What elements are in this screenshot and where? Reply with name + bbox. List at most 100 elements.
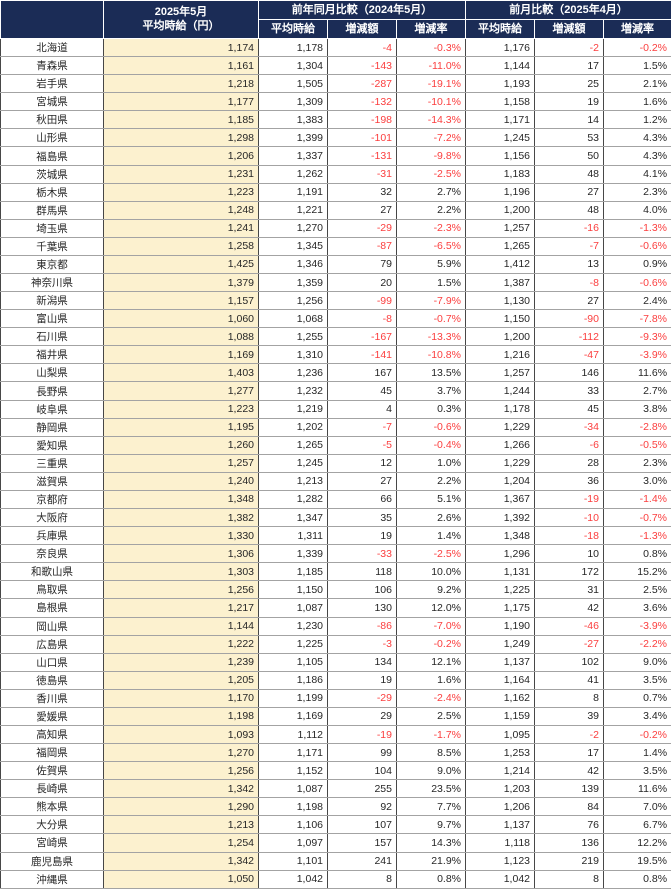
table-row: 鳥取県 1,256 1,150 106 9.2% 1,225 31 2.5% bbox=[0, 580, 671, 600]
cell-yoy_wage: 1,213 bbox=[258, 472, 328, 491]
cell-mom_rate: 4.3% bbox=[602, 128, 671, 148]
cell-mom_diff: 8 bbox=[534, 689, 604, 708]
cell-wage: 1,206 bbox=[103, 146, 259, 166]
cell-mom_rate: 11.6% bbox=[602, 363, 671, 383]
cell-mom_wage: 1,042 bbox=[465, 870, 535, 889]
cell-wage: 1,306 bbox=[103, 544, 259, 564]
cell-wage: 1,342 bbox=[103, 852, 259, 871]
cell-mom_wage: 1,392 bbox=[465, 508, 535, 528]
cell-yoy_wage: 1,105 bbox=[258, 653, 328, 672]
cell-yoy_rate: -10.1% bbox=[396, 92, 466, 112]
cell-yoy_wage: 1,097 bbox=[258, 833, 328, 853]
cell-mom_diff: 136 bbox=[534, 833, 604, 853]
cell-mom_wage: 1,183 bbox=[465, 165, 535, 184]
table-row: 岐阜県 1,223 1,219 4 0.3% 1,178 45 3.8% bbox=[0, 400, 671, 419]
cell-yoy_diff: -29 bbox=[327, 219, 397, 238]
cell-yoy_rate: 2.6% bbox=[396, 508, 466, 528]
cell-mom_wage: 1,137 bbox=[465, 815, 535, 835]
cell-yoy_wage: 1,304 bbox=[258, 56, 328, 76]
current-wage-header: 2025年5月 平均時給（円） bbox=[103, 0, 259, 39]
cell-pref: 静岡県 bbox=[0, 418, 104, 437]
cell-wage: 1,270 bbox=[103, 743, 259, 763]
cell-yoy_diff: -4 bbox=[327, 38, 397, 58]
table-row: 高知県 1,093 1,112 -19 -1.7% 1,095 -2 -0.2% bbox=[0, 725, 671, 745]
cell-mom_rate: 1.2% bbox=[602, 110, 671, 130]
cell-yoy_rate: 10.0% bbox=[396, 562, 466, 582]
cell-wage: 1,330 bbox=[103, 526, 259, 546]
table-row: 佐賀県 1,256 1,152 104 9.0% 1,214 42 3.5% bbox=[0, 761, 671, 781]
table-row: 福井県 1,169 1,310 -141 -10.8% 1,216 -47 -3.9% bbox=[0, 345, 671, 365]
cell-pref: 高知県 bbox=[0, 725, 104, 745]
cell-pref: 鳥取県 bbox=[0, 580, 104, 600]
cell-pref: 福島県 bbox=[0, 146, 104, 166]
cell-yoy_diff: 104 bbox=[327, 761, 397, 781]
cell-wage: 1,348 bbox=[103, 490, 259, 510]
cell-yoy_wage: 1,191 bbox=[258, 183, 328, 202]
cell-wage: 1,222 bbox=[103, 635, 259, 654]
cell-yoy_diff: -3 bbox=[327, 635, 397, 654]
cell-mom_wage: 1,118 bbox=[465, 833, 535, 853]
cell-mom_wage: 1,159 bbox=[465, 707, 535, 726]
table-row: 長崎県 1,342 1,087 255 23.5% 1,203 139 11.6% bbox=[0, 779, 671, 799]
cell-wage: 1,403 bbox=[103, 363, 259, 383]
cell-yoy_wage: 1,245 bbox=[258, 454, 328, 473]
cell-mom_rate: -1.4% bbox=[602, 490, 671, 510]
cell-mom_diff: -27 bbox=[534, 635, 604, 654]
table-row: 山梨県 1,403 1,236 167 13.5% 1,257 146 11.6% bbox=[0, 363, 671, 383]
cell-mom_wage: 1,229 bbox=[465, 418, 535, 437]
current-wage-header-line2: 平均時給（円） bbox=[142, 19, 220, 32]
cell-mom_diff: 36 bbox=[534, 472, 604, 491]
table-row: 徳島県 1,205 1,186 19 1.6% 1,164 41 3.5% bbox=[0, 671, 671, 690]
cell-wage: 1,144 bbox=[103, 617, 259, 636]
cell-mom_diff: -34 bbox=[534, 418, 604, 437]
cell-mom_diff: -19 bbox=[534, 490, 604, 510]
cell-wage: 1,218 bbox=[103, 74, 259, 94]
cell-wage: 1,239 bbox=[103, 653, 259, 672]
cell-pref: 沖縄県 bbox=[0, 870, 104, 889]
cell-mom_diff: 13 bbox=[534, 255, 604, 275]
table-row: 埼玉県 1,241 1,270 -29 -2.3% 1,257 -16 -1.3% bbox=[0, 219, 671, 238]
cell-mom_wage: 1,367 bbox=[465, 490, 535, 510]
cell-mom_rate: 3.6% bbox=[602, 598, 671, 618]
cell-wage: 1,088 bbox=[103, 327, 259, 347]
cell-pref: 愛知県 bbox=[0, 436, 104, 455]
table-row: 富山県 1,060 1,068 -8 -0.7% 1,150 -90 -7.8% bbox=[0, 309, 671, 329]
cell-wage: 1,213 bbox=[103, 815, 259, 835]
cell-yoy_diff: 255 bbox=[327, 779, 397, 799]
cell-mom_rate: 0.8% bbox=[602, 870, 671, 889]
cell-mom_diff: 14 bbox=[534, 110, 604, 130]
cell-wage: 1,254 bbox=[103, 833, 259, 853]
cell-mom_wage: 1,387 bbox=[465, 273, 535, 293]
table-row: 青森県 1,161 1,304 -143 -11.0% 1,144 17 1.5% bbox=[0, 56, 671, 76]
cell-mom_wage: 1,175 bbox=[465, 598, 535, 618]
cell-mom_rate: 2.5% bbox=[602, 580, 671, 600]
cell-pref: 宮城県 bbox=[0, 92, 104, 112]
cell-yoy_wage: 1,339 bbox=[258, 544, 328, 564]
cell-yoy_wage: 1,202 bbox=[258, 418, 328, 437]
cell-mom_wage: 1,162 bbox=[465, 689, 535, 708]
cell-yoy_diff: 79 bbox=[327, 255, 397, 275]
cell-yoy_diff: 27 bbox=[327, 472, 397, 491]
cell-yoy_diff: 45 bbox=[327, 381, 397, 401]
table-row: 長野県 1,277 1,232 45 3.7% 1,244 33 2.7% bbox=[0, 381, 671, 401]
cell-mom_rate: 15.2% bbox=[602, 562, 671, 582]
cell-yoy_rate: 9.2% bbox=[396, 580, 466, 600]
table-row: 兵庫県 1,330 1,311 19 1.4% 1,348 -18 -1.3% bbox=[0, 526, 671, 546]
cell-yoy_rate: 13.5% bbox=[396, 363, 466, 383]
table-row: 大分県 1,213 1,106 107 9.7% 1,137 76 6.7% bbox=[0, 815, 671, 835]
cell-mom_diff: -10 bbox=[534, 508, 604, 528]
cell-mom_diff: 76 bbox=[534, 815, 604, 835]
cell-yoy_wage: 1,178 bbox=[258, 38, 328, 58]
table-row: 大阪府 1,382 1,347 35 2.6% 1,392 -10 -0.7% bbox=[0, 508, 671, 528]
cell-mom_diff: 42 bbox=[534, 761, 604, 781]
cell-yoy_wage: 1,255 bbox=[258, 327, 328, 347]
cell-yoy_wage: 1,262 bbox=[258, 165, 328, 184]
cell-yoy_diff: 19 bbox=[327, 526, 397, 546]
cell-wage: 1,223 bbox=[103, 183, 259, 202]
cell-mom_wage: 1,144 bbox=[465, 56, 535, 76]
cell-mom_diff: 146 bbox=[534, 363, 604, 383]
cell-yoy_rate: -2.4% bbox=[396, 689, 466, 708]
cell-yoy_diff: -5 bbox=[327, 436, 397, 455]
cell-mom_diff: -112 bbox=[534, 327, 604, 347]
cell-mom_wage: 1,249 bbox=[465, 635, 535, 654]
